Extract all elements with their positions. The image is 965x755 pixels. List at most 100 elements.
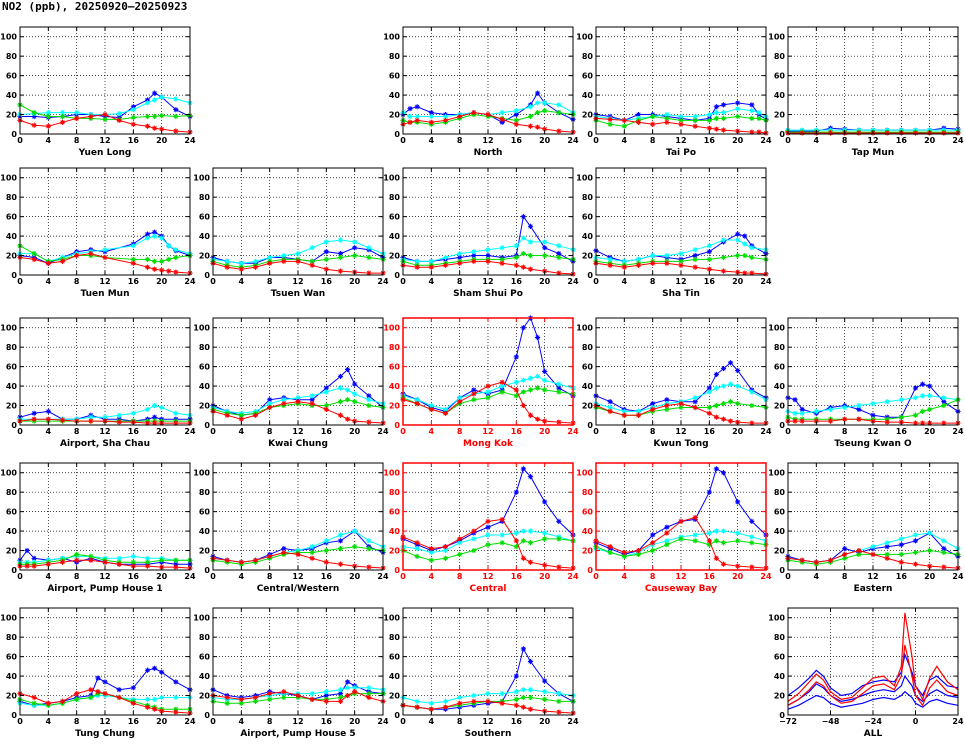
data-point-red (912, 561, 919, 567)
data-point-cyan (898, 397, 904, 403)
y-tick-label: 100 (768, 33, 785, 42)
data-point-red (534, 416, 541, 422)
data-point-red (471, 528, 477, 534)
data-point-red (635, 119, 642, 125)
data-point-red (898, 559, 904, 565)
x-tick-label: 20 (349, 572, 361, 581)
data-point-cyan (870, 401, 876, 407)
data-point-red (414, 704, 420, 710)
data-point-cyan (281, 397, 287, 403)
data-point-green (678, 258, 684, 264)
panel-north: 0 4 8 12 16 20 24 0 20 40 60 80 100 North (383, 26, 579, 158)
data-point-red (457, 260, 463, 266)
y-tick-label: 60 (774, 653, 786, 662)
y-tick-label: 40 (199, 672, 211, 681)
data-point-cyan (442, 698, 449, 704)
data-point-blue (664, 397, 670, 403)
panel-title: Central (469, 584, 506, 594)
data-point-red (457, 700, 463, 706)
data-point-cyan (720, 237, 727, 243)
x-tick-label: 12 (292, 572, 303, 581)
data-point-green (151, 113, 158, 120)
data-point-blue (912, 385, 919, 391)
y-tick-label: 80 (199, 343, 211, 352)
data-point-red (88, 557, 94, 563)
x-tick-label: 8 (74, 277, 80, 286)
data-point-cyan (749, 245, 755, 251)
y-tick-label: 60 (582, 363, 594, 372)
data-point-red (542, 126, 548, 132)
data-point-cyan (720, 528, 727, 534)
data-point-cyan (749, 389, 755, 395)
x-tick-label: 24 (184, 717, 196, 726)
data-point-red (635, 412, 642, 418)
data-point-cyan (556, 381, 562, 387)
data-point-green (621, 123, 627, 129)
data-point-cyan (664, 252, 670, 259)
data-point-cyan (527, 239, 534, 245)
data-point-red (166, 268, 172, 274)
data-point-red (607, 408, 613, 414)
data-point-red (720, 268, 727, 274)
data-point-blue (842, 546, 848, 552)
data-point-red (792, 418, 798, 424)
x-tick-label: 20 (156, 427, 168, 436)
y-tick-label: 20 (389, 692, 401, 701)
panel-central-western: 0 4 8 12 16 20 24 0 20 40 60 80 100 Central/Western (193, 462, 389, 594)
y-tick-label: 20 (582, 547, 594, 556)
y-tick-label: 20 (6, 547, 18, 556)
x-tick-label: 24 (760, 572, 772, 581)
x-tick-label: 24 (184, 136, 196, 145)
x-tick-label: 0 (400, 427, 406, 436)
y-tick-label: 60 (389, 508, 401, 517)
data-point-green (927, 547, 933, 554)
data-point-cyan (513, 243, 519, 249)
data-point-cyan (941, 538, 947, 544)
data-point-red (884, 130, 890, 136)
y-tick-label: 40 (6, 91, 18, 100)
data-point-red (941, 130, 947, 136)
panel-title: Tuen Mun (81, 289, 130, 299)
x-tick-label: 20 (732, 572, 744, 581)
data-point-cyan (856, 402, 862, 409)
data-point-red (650, 260, 656, 266)
panel-title: Airport, Sha Chau (60, 439, 150, 449)
x-tick-label: 24 (377, 572, 389, 581)
data-point-red (31, 694, 37, 701)
x-tick-label: 0 (785, 572, 791, 581)
data-point-blue (720, 470, 727, 476)
data-point-green (366, 546, 372, 552)
y-tick-label: 40 (774, 527, 786, 536)
x-tick-label: 8 (267, 717, 273, 726)
data-point-cyan (706, 243, 712, 249)
y-tick-label: 0 (204, 711, 210, 720)
data-point-cyan (542, 689, 548, 695)
data-point-blue (735, 367, 741, 374)
data-point-cyan (59, 110, 66, 116)
x-tick-label: 8 (267, 572, 273, 581)
data-point-cyan (144, 696, 151, 703)
data-point-cyan (842, 404, 848, 411)
x-tick-label: 24 (377, 427, 389, 436)
data-point-green (664, 542, 670, 548)
data-point-cyan (88, 414, 94, 420)
data-point-cyan (130, 553, 136, 559)
y-tick-label: 40 (582, 91, 594, 100)
data-point-red (144, 563, 151, 569)
data-point-cyan (485, 247, 491, 253)
y-tick-label: 100 (193, 614, 210, 623)
data-point-green (621, 553, 627, 559)
data-point-cyan (144, 406, 151, 413)
data-point-red (856, 130, 862, 136)
data-point-cyan (252, 258, 259, 264)
x-tick-label: −48 (822, 717, 840, 726)
data-point-cyan (520, 235, 527, 241)
x-tick-label: 24 (952, 427, 964, 436)
data-point-cyan (159, 94, 165, 100)
data-point-green (678, 404, 684, 411)
x-tick-label: 0 (400, 717, 406, 726)
data-point-red (621, 264, 627, 270)
data-point-cyan (735, 530, 741, 536)
data-point-cyan (102, 414, 108, 420)
data-point-blue (173, 679, 179, 685)
